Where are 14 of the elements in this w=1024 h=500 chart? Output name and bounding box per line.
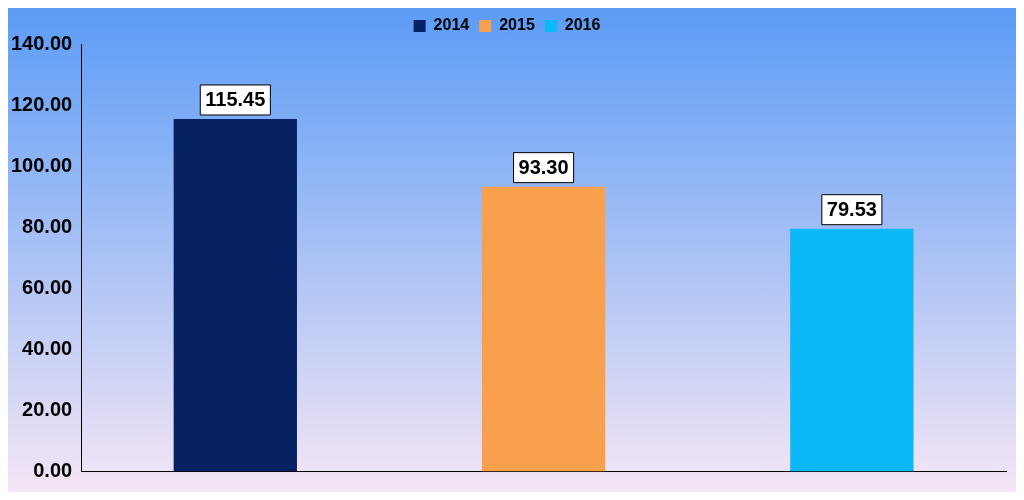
y-tick-label: 80.00: [22, 214, 73, 237]
data-label: 93.30: [518, 156, 569, 179]
y-tick-label: 20.00: [22, 398, 73, 421]
data-label: 79.53: [826, 198, 877, 221]
y-tick-label: 140.00: [11, 31, 73, 54]
data-label: 115.45: [205, 88, 266, 111]
legend-label: 2015: [499, 16, 535, 34]
y-tick-label: 60.00: [22, 275, 73, 298]
legend-label: 2014: [433, 16, 470, 34]
legend-label: 2016: [564, 16, 601, 34]
y-tick-label: 0.00: [33, 459, 73, 482]
y-tick-label: 40.00: [22, 336, 73, 359]
y-tick-label: 120.00: [11, 92, 73, 115]
y-tick-label: 100.00: [11, 153, 73, 176]
